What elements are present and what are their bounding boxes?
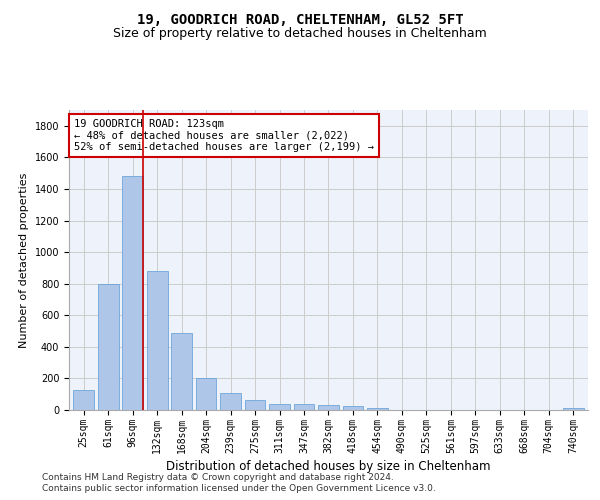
Bar [367,408,388,410]
Bar [245,400,265,410]
Bar [343,406,364,410]
Bar [196,378,217,410]
Text: 19, GOODRICH ROAD, CHELTENHAM, GL52 5FT: 19, GOODRICH ROAD, CHELTENHAM, GL52 5FT [137,12,463,26]
Y-axis label: Number of detached properties: Number of detached properties [19,172,29,348]
X-axis label: Distribution of detached houses by size in Cheltenham: Distribution of detached houses by size … [166,460,491,473]
Bar [73,390,94,410]
Bar [147,271,167,410]
Bar [293,404,314,410]
Bar [220,394,241,410]
Bar [318,406,339,410]
Text: Size of property relative to detached houses in Cheltenham: Size of property relative to detached ho… [113,28,487,40]
Bar [563,408,584,410]
Text: Contains public sector information licensed under the Open Government Licence v3: Contains public sector information licen… [42,484,436,493]
Text: Contains HM Land Registry data © Crown copyright and database right 2024.: Contains HM Land Registry data © Crown c… [42,472,394,482]
Text: 19 GOODRICH ROAD: 123sqm
← 48% of detached houses are smaller (2,022)
52% of sem: 19 GOODRICH ROAD: 123sqm ← 48% of detach… [74,119,374,152]
Bar [171,332,192,410]
Bar [269,404,290,410]
Bar [98,284,119,410]
Bar [122,176,143,410]
